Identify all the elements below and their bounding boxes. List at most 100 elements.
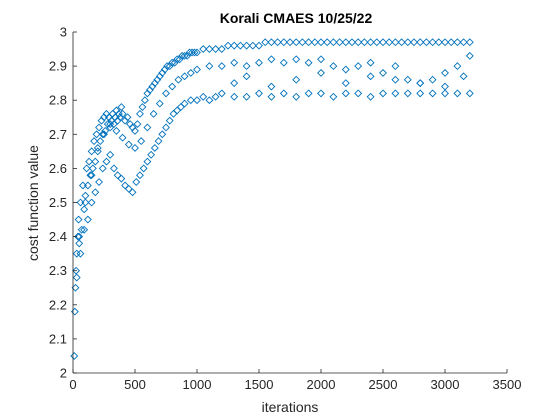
data-point [87,147,96,156]
data-point [168,82,177,91]
data-point [304,38,313,47]
data-point [117,174,126,183]
x-tick-label: 1500 [245,377,274,392]
data-point [100,130,108,139]
data-point [410,38,418,47]
x-tick-label: 3500 [493,377,522,392]
data-point [360,38,369,47]
data-point [186,96,195,105]
data-point [205,62,214,71]
data-point [217,89,226,98]
data-point [391,38,400,47]
data-point [183,51,192,60]
data-point [147,150,156,159]
data-point [230,79,239,88]
data-point [205,45,214,53]
data-point [217,62,226,71]
data-point [441,38,449,47]
data-point [72,273,81,282]
data-point [153,75,162,84]
data-point [112,126,121,135]
data-point [158,68,167,77]
data-point [165,62,174,71]
data-point [83,215,92,224]
data-point [162,123,170,132]
data-point [139,164,148,173]
y-tick-label: 2.9 [49,59,67,74]
data-point [441,82,449,91]
data-point [379,89,387,98]
y-tick-label: 2.6 [49,161,67,176]
data-point [428,89,437,98]
data-point [91,157,100,166]
data-point [391,62,400,71]
data-point [366,92,375,101]
data-point [261,38,270,47]
data-point [273,38,282,47]
data-point [113,171,122,180]
data-point [173,55,182,64]
data-point [131,126,139,135]
data-point [341,89,350,98]
data-point [116,113,125,122]
data-point [230,58,239,67]
data-point [169,109,178,118]
data-point [317,68,325,77]
y-tick-label: 2.2 [49,297,67,312]
data-point [128,123,137,132]
data-point [131,144,139,152]
data-point [150,79,159,88]
data-point [83,181,92,190]
data-markers [70,38,474,360]
data-point [416,79,425,88]
x-tick-label: 0 [69,377,76,392]
data-point [143,89,152,98]
data-point [175,55,184,64]
data-point [286,38,294,47]
data-point [97,116,106,125]
data-point [95,178,103,186]
data-point [132,178,141,186]
data-point [329,62,338,71]
plot-area: 0 500 1000 1500 2000 2500 3000 3500 22.12.22.32… [49,25,522,393]
data-point [317,89,325,98]
data-point [143,123,152,132]
data-point [118,109,127,118]
data-point [366,58,375,67]
data-point [211,92,220,101]
data-point [93,144,102,152]
data-point [112,106,121,115]
data-point [211,45,220,53]
data-point [441,68,449,77]
data-point [85,157,94,166]
data-point [255,41,263,50]
data-point [136,171,144,180]
data-point [329,92,338,101]
data-point [109,164,118,173]
data-point [87,198,96,207]
data-point [255,58,263,67]
data-point [279,38,288,47]
data-point [267,82,276,91]
data-point [230,41,239,50]
data-point [366,72,375,81]
data-point [428,38,437,47]
data-point [385,38,394,47]
data-point [242,92,251,101]
data-point [230,92,239,101]
chart-title: Korali CMAES 10/25/22 [220,10,373,26]
data-point [186,68,195,77]
data-point [76,249,85,258]
data-point [453,89,462,98]
data-point [292,38,301,47]
y-axis-ticks: 2 2.1 2.2 2.3 2.4 2.5 2.6 2.7 2.8 2.9 3 [49,25,77,381]
data-point [248,41,257,50]
data-point [168,58,177,67]
data-point [121,181,130,190]
data-point [75,239,84,248]
data-point [403,75,412,84]
data-point [329,38,338,47]
data-point [138,103,147,111]
data-point [403,38,412,47]
